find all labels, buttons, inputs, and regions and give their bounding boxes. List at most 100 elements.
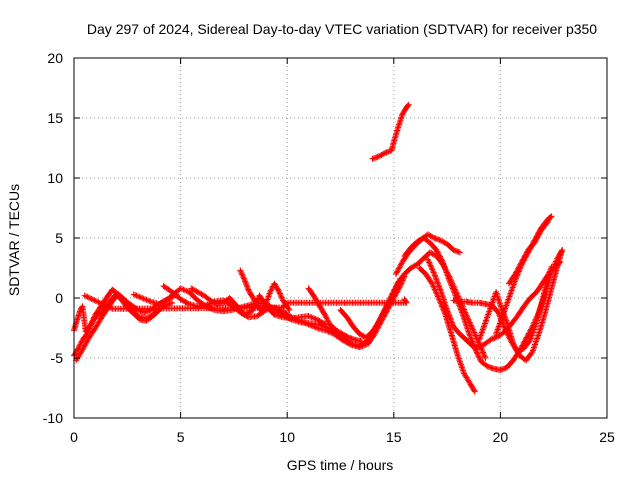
data-point [481,352,488,359]
data-point [446,277,453,283]
data-point [468,335,475,342]
y-axis-label: SDTVAR / TECUs [6,184,22,296]
data-point [99,301,106,308]
data-point [430,283,437,290]
y-tick-label: -10 [43,410,63,426]
data-point [106,304,113,311]
chart-title: Day 297 of 2024, Sidereal Day-to-day VTE… [87,21,597,37]
data-point [456,302,463,309]
data-point [321,311,328,318]
y-tick-label: 5 [55,230,63,246]
data-point [533,235,540,242]
data-point [83,338,90,345]
data-point [436,253,443,260]
data-point [183,287,190,294]
data-point [89,317,96,324]
data-point [207,297,214,304]
data-point [470,328,477,335]
data-point [427,232,434,239]
data-point [427,262,434,269]
data-point [426,232,433,239]
data-point [146,298,153,304]
data-point [192,287,199,294]
data-point [105,303,112,310]
data-point [240,274,247,281]
data-point [240,275,247,282]
data-point [134,293,141,300]
data-point [276,290,283,297]
data-point [238,270,245,277]
data-point [431,271,438,277]
data-point [91,297,98,304]
data-point [95,299,102,306]
data-point [344,333,351,340]
data-point [184,300,191,307]
data-point [304,320,311,327]
data-point [444,308,451,315]
data-point [523,249,530,256]
data-point [446,314,453,320]
data-point [428,263,435,270]
data-point [79,346,86,353]
data-point [519,257,526,264]
x-axis-label: GPS time / hours [287,457,394,473]
data-point [434,249,441,256]
data-point [380,309,387,316]
grid-lines [74,58,607,418]
data-point [447,315,454,322]
x-tick-label: 15 [386,429,402,445]
data-point [536,230,543,237]
data-point [449,321,456,327]
data-point [391,289,398,296]
data-point [109,305,116,312]
data-point [548,263,555,270]
data-point [434,248,441,255]
data-point [378,313,385,320]
data-point [82,341,89,348]
data-point [241,277,248,283]
data-point [448,318,455,325]
data-point [267,289,274,295]
data-point [305,313,312,319]
data-point [546,214,553,221]
series-trace-l [416,265,478,395]
data-point [437,286,444,293]
data-point [513,345,520,352]
data-point [245,286,252,293]
data-point [428,233,435,240]
data-point [377,316,384,323]
data-point [433,276,440,283]
data-point [514,348,521,355]
data-point [430,234,437,241]
data-point [357,331,364,338]
data-point [239,271,246,278]
data-point [407,265,414,271]
data-point [382,305,389,312]
data-point [322,327,329,334]
data-point [425,258,432,265]
data-point [312,316,319,322]
data-point [441,239,448,246]
data-point [130,291,137,298]
data-point [447,281,454,288]
data-point [84,337,91,344]
data-point [160,298,167,305]
data-point [308,314,315,321]
data-point [339,331,346,337]
data-point [157,300,164,307]
data-point [476,344,483,351]
data-point [137,294,144,301]
data-point [267,287,274,294]
data-point [237,268,244,275]
data-point [89,296,96,303]
data-point [346,341,353,348]
data-point [448,319,455,326]
data-point [278,293,285,300]
series-trace-s [81,292,410,312]
data-point [180,286,187,293]
y-tick-label: 15 [47,110,63,126]
data-point [343,333,350,340]
data-point [450,286,457,293]
data-point [510,340,517,347]
data-points [71,101,566,395]
